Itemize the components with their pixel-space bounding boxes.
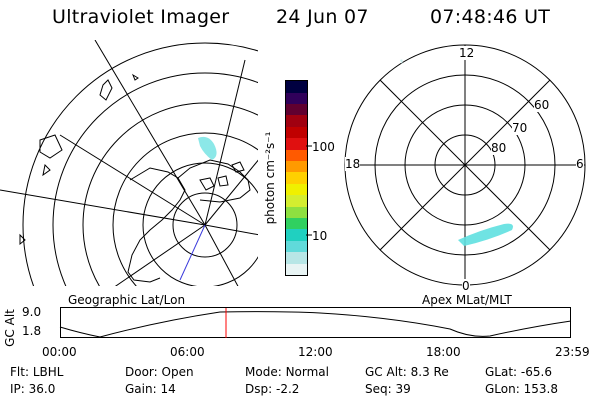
mlt-label-bottom: 0: [462, 279, 470, 293]
colorbar-unit-label: photon cm⁻²s⁻¹: [263, 131, 277, 225]
colorbar-tick-100: 100: [312, 140, 335, 154]
colorbar-segment: [286, 138, 307, 150]
timeline-xtick-2: 12:00: [298, 345, 333, 359]
mlt-label-right: 6: [576, 157, 584, 171]
mlt-label-left: 18: [345, 157, 361, 171]
status-flt: Flt: LBHL: [10, 365, 64, 379]
colorbar-segment: [286, 195, 307, 207]
timeline-axis-label: GC Alt: [3, 309, 17, 347]
colorbar-segment: [286, 81, 307, 93]
magnetic-map-label: Apex MLat/MLT: [422, 293, 512, 307]
colorbar-segment: [286, 92, 307, 104]
colorbar-segment: [286, 115, 307, 127]
mlat-label-70: 70: [512, 121, 528, 135]
status-door: Door: Open: [125, 365, 194, 379]
status-ip: IP: 36.0: [10, 382, 56, 396]
timeline-xtick-0: 00:00: [42, 345, 77, 359]
colorbar-segment: [286, 172, 307, 184]
colorbar-segment: [286, 229, 307, 241]
colorbar-segment: [286, 126, 307, 139]
colorbar-segment: [286, 263, 307, 275]
colorbar-segment: [286, 183, 307, 196]
timeline-xtick-4: 23:59: [555, 345, 590, 359]
magnetic-polar-plot: [344, 44, 586, 286]
geographic-map-label: Geographic Lat/Lon: [68, 293, 186, 307]
colorbar-segment: [286, 149, 307, 161]
status-seq: Seq: 39: [365, 382, 411, 396]
status-glon: GLon: 153.8: [485, 382, 558, 396]
colorbar-segment: [286, 252, 307, 264]
mlat-label-60: 60: [534, 98, 550, 112]
timeline-ytick-bottom: 1.8: [22, 324, 42, 338]
date-display: 24 Jun 07: [276, 6, 369, 28]
colorbar-segment: [286, 206, 307, 218]
status-gain: Gain: 14: [125, 382, 176, 396]
time-display: 07:48:46 UT: [430, 6, 551, 28]
status-mode: Mode: Normal: [245, 365, 329, 379]
geographic-map: [0, 40, 258, 286]
timeline-xtick-1: 06:00: [170, 345, 205, 359]
colorbar-segment: [286, 103, 307, 116]
app-title: Ultraviolet Imager: [52, 6, 230, 28]
mlt-label-top: 12: [459, 46, 475, 60]
colorbar-tick-10: 10: [312, 229, 328, 243]
colorbar-segment: [286, 160, 307, 173]
status-glat: GLat: -65.6: [485, 365, 552, 379]
status-dsp: Dsp: -2.2: [245, 382, 300, 396]
altitude-timeline: [59, 307, 572, 338]
colorbar: [285, 80, 308, 276]
mlat-label-80: 80: [491, 141, 507, 155]
status-gc-alt: GC Alt: 8.3 Re: [365, 365, 449, 379]
timeline-ytick-top: 9.0: [22, 305, 42, 319]
colorbar-axis: [306, 145, 312, 236]
colorbar-segment: [286, 217, 307, 230]
colorbar-segment: [286, 240, 307, 253]
timeline-xtick-3: 18:00: [426, 345, 461, 359]
